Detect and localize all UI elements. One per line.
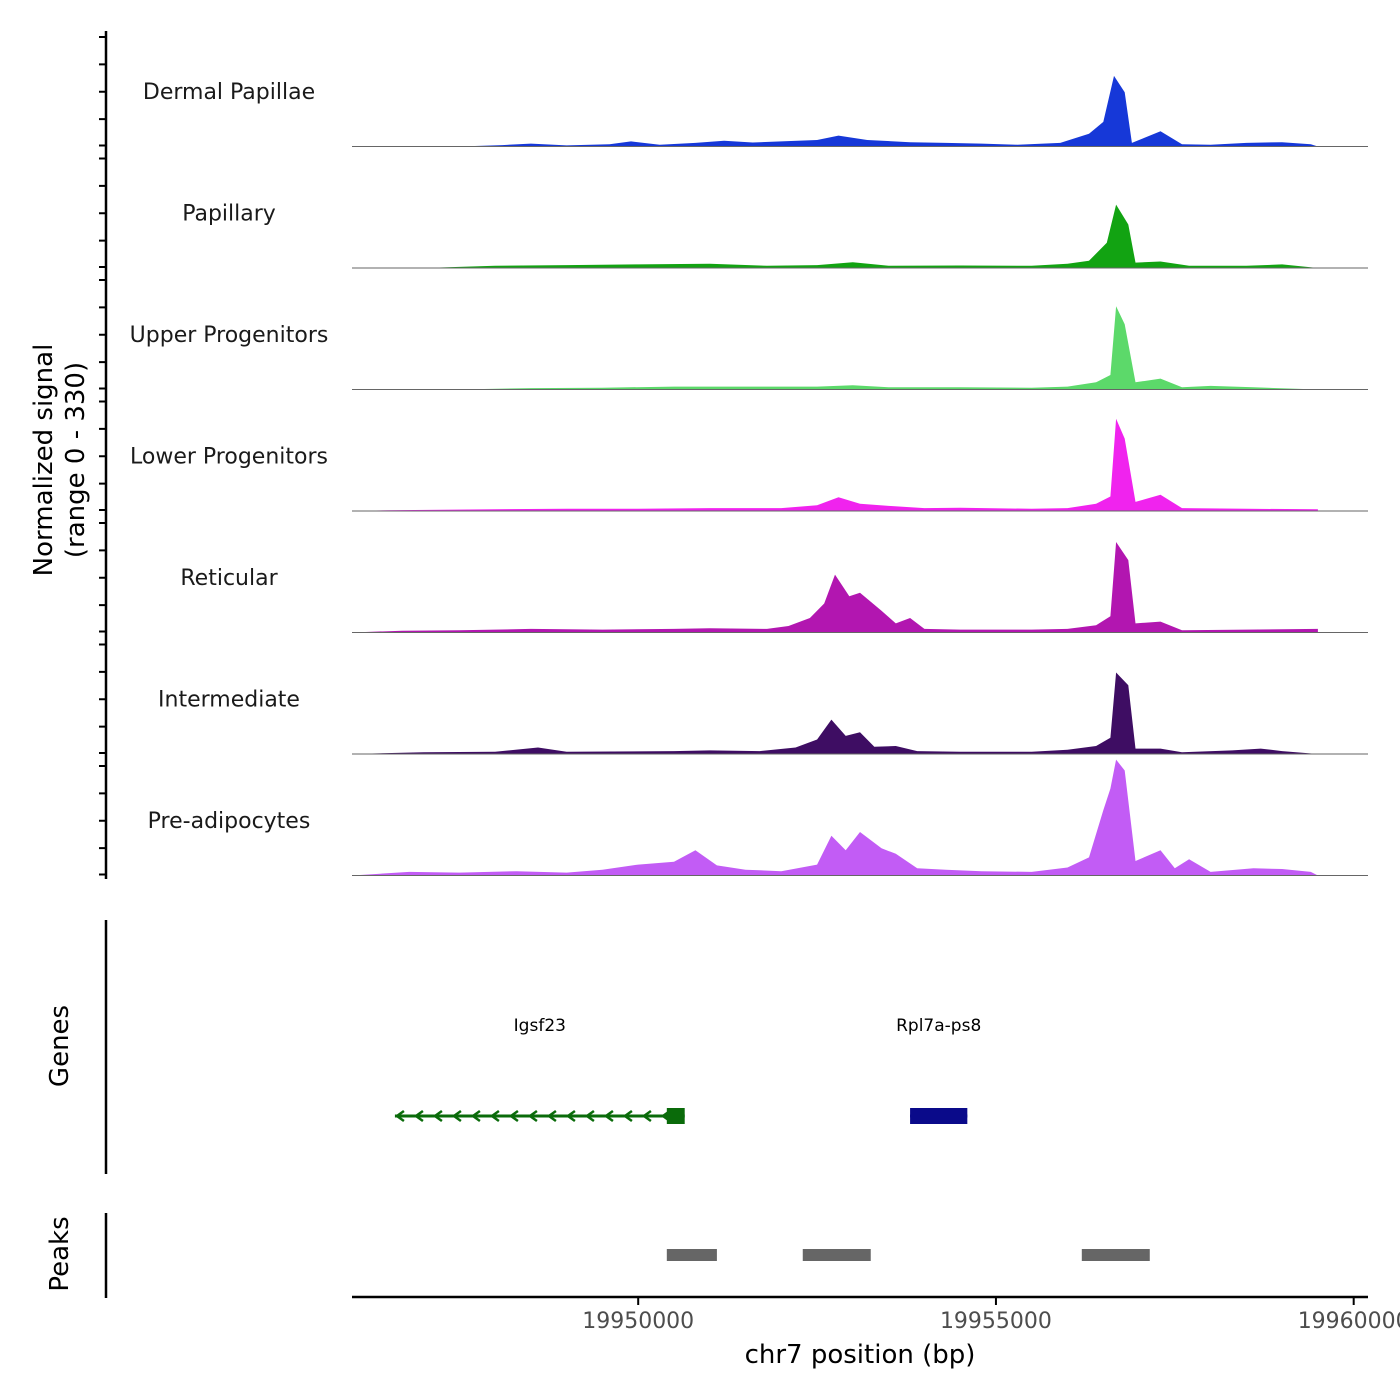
track-pre-adipocytes: Pre-adipocytes [148,760,1368,876]
track-upper-progenitors: Upper Progenitors [130,306,1368,389]
gene-exon-rpl7a-ps8 [910,1108,967,1124]
peak-bar [1082,1249,1150,1261]
track-label-lower-progenitors: Lower Progenitors [130,445,328,470]
signal-area-dermal-papillae [352,76,1318,147]
track-label-upper-progenitors: Upper Progenitors [130,323,329,348]
gene-annotations: Igsf23 Rpl7a-ps8 [395,1016,981,1124]
y-axis-title-line1: Normalized signal [29,344,59,577]
signal-area-lower-progenitors [352,419,1318,511]
peak-bar [803,1249,871,1261]
peak-annotations [667,1249,1150,1261]
signal-area-pre-adipocytes [352,760,1318,876]
gene-label-igsf23: Igsf23 [514,1016,566,1036]
x-tick-label: 19960000 [1298,1309,1400,1334]
signal-area-upper-progenitors [352,306,1318,389]
track-label-dermal-papillae: Dermal Papillae [143,80,315,105]
track-label-pre-adipocytes: Pre-adipocytes [148,809,311,834]
gene-label-rpl7a-ps8: Rpl7a-ps8 [896,1016,981,1036]
signal-area-intermediate [352,673,1318,755]
signal-tracks: Dermal Papillae Papillary Upper Progenitor… [130,76,1368,876]
x-axis-ticks: 19950000 19955000 19960000 [582,1297,1400,1334]
track-label-reticular: Reticular [180,566,278,591]
y-axis-title-line2: (range 0 - 330) [61,362,91,558]
x-tick-label: 19955000 [940,1309,1052,1334]
genes-panel-title: Genes [45,1005,75,1087]
track-lower-progenitors: Lower Progenitors [130,419,1368,511]
peak-bar [667,1249,717,1261]
track-intermediate: Intermediate [158,673,1368,755]
track-dermal-papillae: Dermal Papillae [143,76,1368,147]
x-tick-label: 19950000 [582,1309,694,1334]
track-label-papillary: Papillary [182,202,276,227]
peaks-panel-title: Peaks [45,1216,75,1291]
signal-area-reticular [352,542,1318,633]
gene-rpl7a-ps8: Rpl7a-ps8 [896,1016,981,1124]
track-reticular: Reticular [180,542,1368,633]
signal-area-papillary [352,205,1318,268]
gene-exon-igsf23 [667,1108,685,1124]
gene-igsf23: Igsf23 [395,1016,685,1124]
genome-track-plot: Normalized signal (range 0 - 330) Genes … [0,0,1400,1400]
track-papillary: Papillary [182,202,1368,269]
x-axis-title: chr7 position (bp) [745,1340,976,1370]
track-label-intermediate: Intermediate [158,688,300,713]
